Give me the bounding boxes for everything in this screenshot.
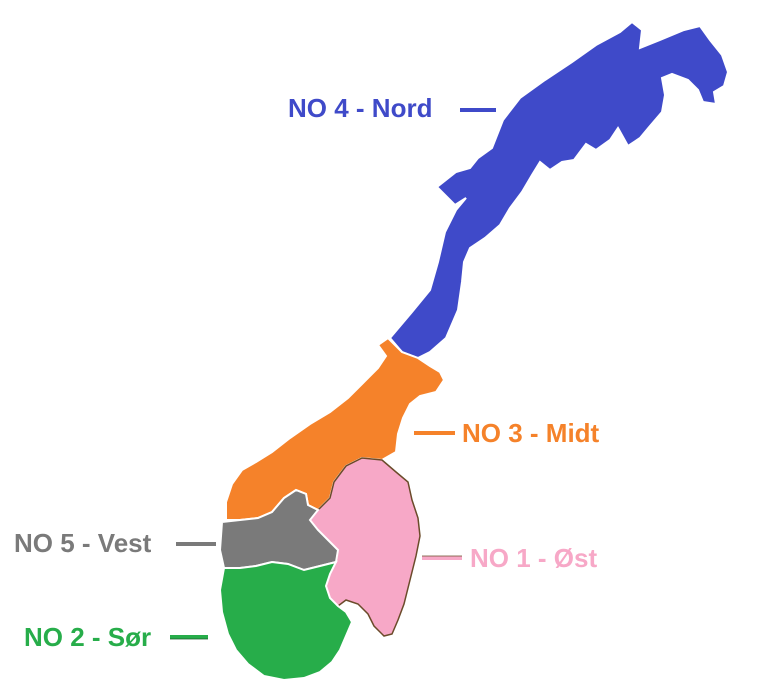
zone-label-no3: NO 3 - Midt <box>462 418 600 448</box>
zone-label-no2: NO 2 - Sør <box>24 622 151 652</box>
zone-no2-sor-region <box>218 560 354 682</box>
zone-label-no5: NO 5 - Vest <box>14 528 152 558</box>
zone-label-no1: NO 1 - Øst <box>470 543 597 573</box>
zone-label-no4: NO 4 - Nord <box>288 93 432 123</box>
zone-no4-nord-region <box>388 20 730 360</box>
